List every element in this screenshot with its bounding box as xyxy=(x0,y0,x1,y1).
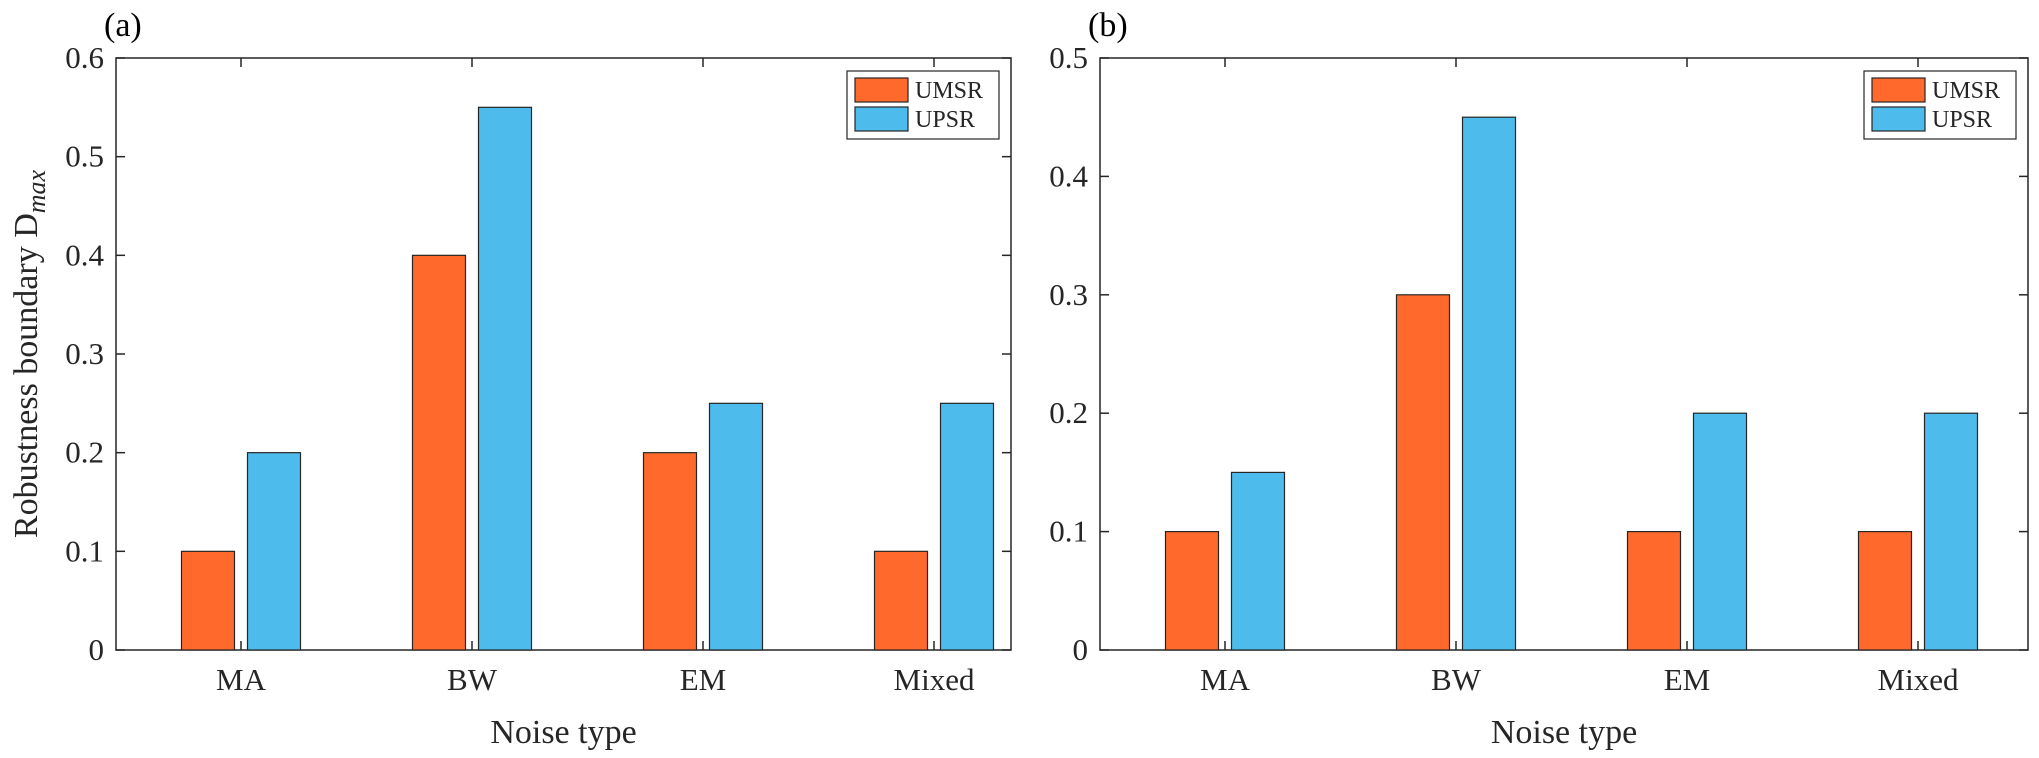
y-tick-label: 0.4 xyxy=(65,237,104,272)
bar-upsr-mixed xyxy=(1923,412,1979,651)
legend-label-upsr: UPSR xyxy=(1932,107,1992,133)
bar-umsr-mixed xyxy=(1857,530,1913,651)
x-tick-label: BW xyxy=(447,662,498,697)
y-tick-label: 0.1 xyxy=(1049,514,1088,549)
bar-upsr-ma xyxy=(246,452,302,651)
legend-swatch-upsr xyxy=(1871,106,1926,132)
bar-upsr-em xyxy=(1692,412,1748,651)
y-tick-label: 0.1 xyxy=(65,533,104,568)
x-tick-label: BW xyxy=(1431,662,1482,697)
x-tick-label: MA xyxy=(1200,662,1251,697)
bar-umsr-bw xyxy=(411,254,467,651)
bar-umsr-ma xyxy=(180,550,236,651)
bar-umsr-mixed xyxy=(873,550,929,651)
y-tick-label: 0.3 xyxy=(1049,277,1088,312)
legend: UMSR UPSR xyxy=(846,70,1000,140)
y-tick-label: 0 xyxy=(1073,632,1089,667)
panel-label: (a) xyxy=(104,7,142,44)
bar-upsr-mixed xyxy=(939,402,995,651)
chart-panel-b: 0 0.1 0.2 0.3 0.4 0.5 MA BW EM Mixed Noise type (b)… xyxy=(1049,7,2029,751)
x-tick-label: MA xyxy=(216,662,267,697)
bar-umsr-ma xyxy=(1164,530,1220,651)
y-tick-label: 0.2 xyxy=(65,435,104,470)
bar-upsr-em xyxy=(708,402,764,651)
legend-swatch-umsr xyxy=(1871,77,1926,103)
bar-upsr-ma xyxy=(1230,471,1286,651)
chart-panel-a: 0 0.1 0.2 0.3 0.4 0.5 0.6 MA BW EM Mixed Noise type… xyxy=(8,7,1012,751)
x-axis-label: Noise type xyxy=(1491,714,1637,751)
bar-upsr-bw xyxy=(477,106,533,651)
x-tick-label: EM xyxy=(680,662,727,697)
y-axis-label-main: Robustness boundary D xyxy=(8,213,45,538)
y-tick-label: 0.6 xyxy=(65,40,104,75)
legend-label-umsr: UMSR xyxy=(915,78,983,104)
y-tick-label: 0.5 xyxy=(65,139,104,174)
panel-label: (b) xyxy=(1088,7,1128,44)
legend: UMSR UPSR xyxy=(1863,70,2017,140)
bar-umsr-bw xyxy=(1395,294,1451,651)
bar-upsr-bw xyxy=(1461,116,1517,651)
x-tick-label: EM xyxy=(1664,662,1711,697)
y-tick-label: 0.3 xyxy=(65,336,104,371)
x-tick-label: Mixed xyxy=(1878,662,1959,697)
y-tick-label: 0.2 xyxy=(1049,395,1088,430)
x-tick-label: Mixed xyxy=(894,662,975,697)
plot-frame xyxy=(1099,57,2029,651)
y-tick-label: 0.4 xyxy=(1049,158,1088,193)
x-axis-label: Noise type xyxy=(490,714,636,751)
y-tick-label: 0.5 xyxy=(1049,40,1088,75)
y-axis-label: Robustness boundary Dmax xyxy=(8,169,51,538)
y-tick-label: 0 xyxy=(89,632,105,667)
legend-swatch-upsr xyxy=(854,106,909,132)
legend-swatch-umsr xyxy=(854,77,909,103)
legend-label-upsr: UPSR xyxy=(915,107,975,133)
bar-umsr-em xyxy=(1626,530,1682,651)
bar-umsr-em xyxy=(642,452,698,651)
y-axis-label-subscript: max xyxy=(22,169,51,213)
legend-label-umsr: UMSR xyxy=(1932,78,2000,104)
